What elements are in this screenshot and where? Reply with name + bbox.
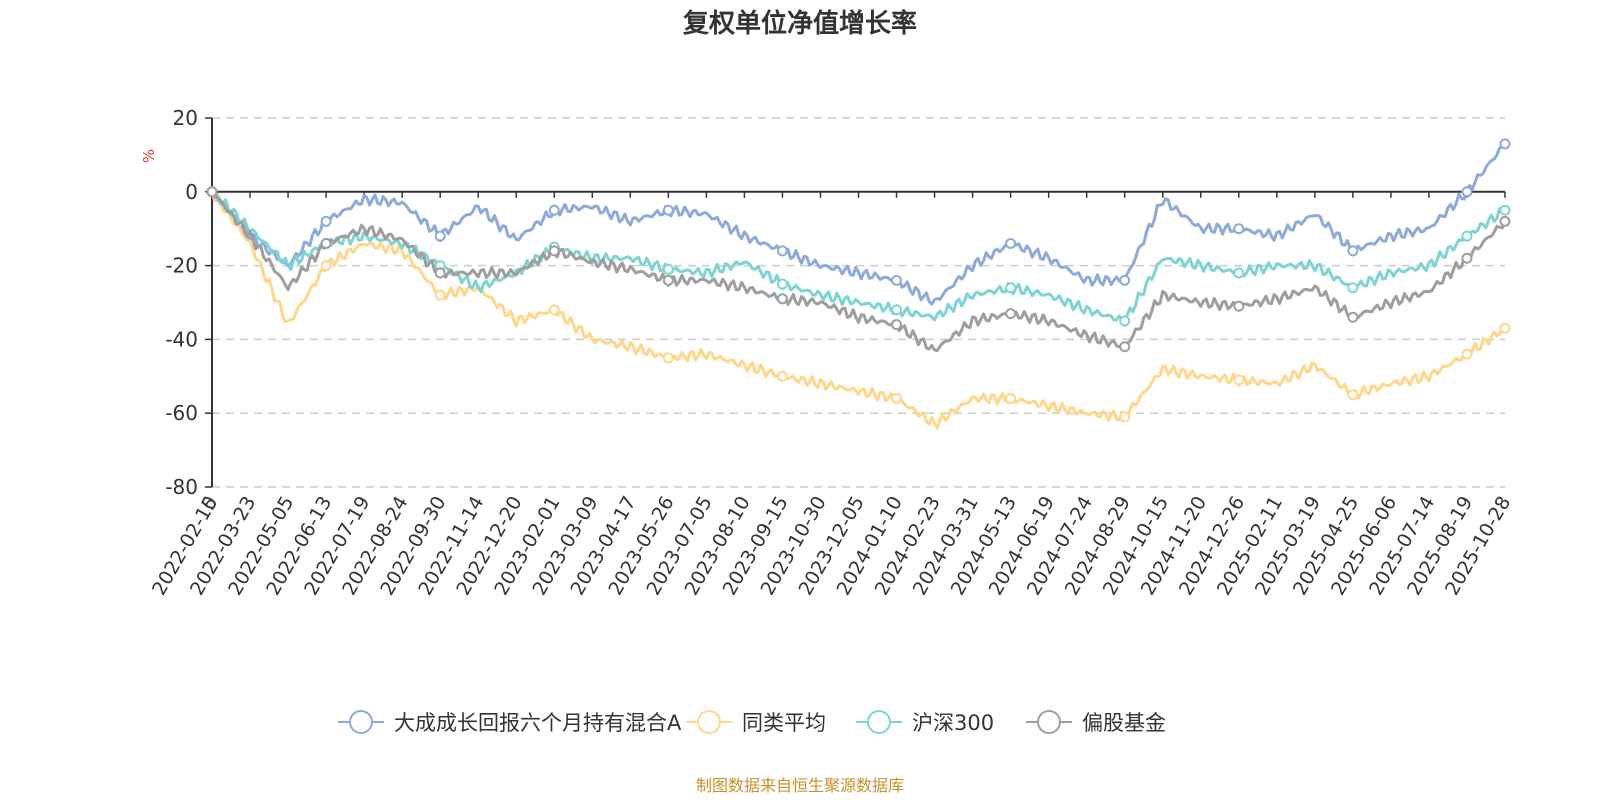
series-point: [548, 304, 560, 316]
legend-item-1[interactable]: 大成成长回报六个月持有混合A: [338, 710, 682, 735]
series-group: [206, 138, 1511, 430]
series-point: [1347, 282, 1359, 294]
y-axis-unit: %: [140, 149, 158, 163]
series-point: [434, 267, 446, 279]
series-point: [662, 204, 674, 216]
legend-marker-icon: [697, 710, 721, 734]
series-point: [776, 278, 788, 290]
legend-label: 沪深300: [912, 711, 994, 735]
series-point: [1005, 308, 1017, 320]
series-point: [206, 186, 218, 198]
legend-label: 偏股基金: [1082, 711, 1166, 735]
series-point: [1233, 300, 1245, 312]
series-point: [1347, 389, 1359, 401]
series-point: [662, 263, 674, 275]
legend[interactable]: 大成成长回报六个月持有混合A 同类平均 沪深300 偏股基金: [338, 710, 1166, 735]
series-point: [1119, 274, 1131, 286]
series-point: [1461, 348, 1473, 360]
legend-item-4[interactable]: 偏股基金: [1026, 710, 1166, 735]
legend-label: 同类平均: [742, 711, 826, 735]
legend-marker-icon: [867, 710, 891, 734]
series-point: [1461, 186, 1473, 198]
y-tick-label: -80: [165, 475, 198, 499]
series-point: [320, 260, 332, 272]
series-point: [1499, 322, 1511, 334]
y-tick-label: -20: [165, 254, 198, 278]
legend-marker-icon: [1037, 710, 1061, 734]
series-point: [776, 245, 788, 257]
y-tick-label: -60: [165, 401, 198, 425]
series-point: [320, 215, 332, 227]
series-point: [1499, 204, 1511, 216]
series-point: [548, 245, 560, 257]
y-tick-label: -40: [165, 327, 198, 351]
legend-item-2[interactable]: 同类平均: [686, 710, 826, 735]
series-point: [1347, 245, 1359, 257]
series-point: [1233, 267, 1245, 279]
y-tick-label: 20: [173, 106, 198, 130]
legend-label: 大成成长回报六个月持有混合A: [394, 711, 682, 735]
series-point: [1005, 282, 1017, 294]
series-point: [434, 289, 446, 301]
series-point: [1005, 237, 1017, 249]
legend-marker-icon: [349, 710, 373, 734]
series-point: [891, 304, 903, 316]
series-line-4: [210, 191, 1507, 353]
series-point: [1119, 315, 1131, 327]
series-line-3: [211, 190, 1506, 327]
y-axis-ticks: 20 0 -20 -40 -60 -80: [165, 106, 212, 499]
chart-title: 复权单位净值增长率: [683, 8, 917, 39]
series-point: [434, 230, 446, 242]
series-point: [891, 274, 903, 286]
source-note: 制图数据来自恒生聚源数据库: [696, 776, 904, 795]
series-point: [320, 237, 332, 249]
series-point: [1499, 138, 1511, 150]
series-point: [1119, 341, 1131, 353]
series-point: [891, 392, 903, 404]
series-point: [776, 370, 788, 382]
series-point: [1347, 311, 1359, 323]
series-line-1: [210, 142, 1507, 306]
series-point: [1461, 230, 1473, 242]
series-point: [1233, 223, 1245, 235]
series-point: [1119, 411, 1131, 423]
series-point: [662, 352, 674, 364]
series-line-2: [210, 191, 1506, 430]
series-point: [1499, 215, 1511, 227]
y-tick-label: 0: [185, 180, 198, 204]
series-point: [776, 293, 788, 305]
series-point: [1005, 392, 1017, 404]
legend-item-3[interactable]: 沪深300: [856, 710, 994, 735]
series-point: [662, 274, 674, 286]
series-point: [1461, 252, 1473, 264]
series-point: [891, 319, 903, 331]
series-point: [1233, 374, 1245, 386]
series-point: [548, 204, 560, 216]
